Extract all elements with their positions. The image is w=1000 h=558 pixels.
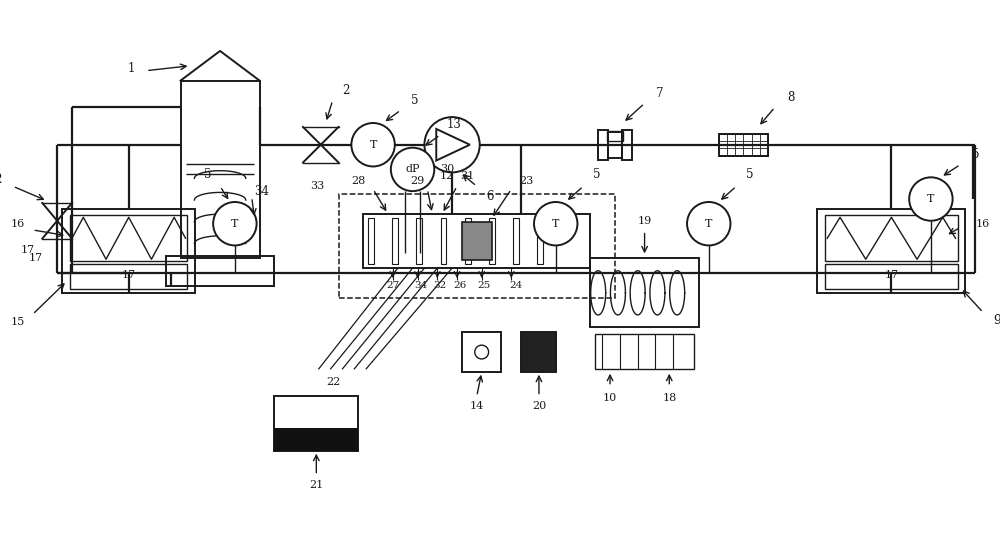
Bar xyxy=(590,258,699,328)
Text: 30: 30 xyxy=(440,165,454,175)
Circle shape xyxy=(213,202,257,246)
Bar xyxy=(608,132,622,157)
Text: 20: 20 xyxy=(532,401,546,411)
Bar xyxy=(825,215,958,261)
Text: 5: 5 xyxy=(593,168,601,181)
Text: 2: 2 xyxy=(342,84,349,97)
Text: 10: 10 xyxy=(603,393,617,403)
Bar xyxy=(465,218,471,264)
Text: 16: 16 xyxy=(11,219,25,229)
Text: 19: 19 xyxy=(637,216,652,226)
Text: T: T xyxy=(927,194,935,204)
Bar xyxy=(825,264,958,289)
Text: 15: 15 xyxy=(11,318,25,328)
Text: T: T xyxy=(705,219,712,229)
Text: 1: 1 xyxy=(128,62,135,75)
Bar xyxy=(70,215,187,261)
Text: 2: 2 xyxy=(0,173,2,186)
Text: 27: 27 xyxy=(386,281,399,290)
Bar xyxy=(274,428,358,451)
Bar xyxy=(181,80,260,258)
Text: 29: 29 xyxy=(410,176,425,186)
Bar xyxy=(521,333,556,372)
Bar xyxy=(719,134,768,156)
Text: 31: 31 xyxy=(460,171,474,181)
Circle shape xyxy=(687,202,730,246)
Text: 32: 32 xyxy=(434,281,447,290)
Text: T: T xyxy=(552,219,559,229)
Text: 17: 17 xyxy=(122,270,136,280)
Text: 17: 17 xyxy=(884,270,898,280)
Text: 34: 34 xyxy=(414,281,427,290)
Text: 22: 22 xyxy=(326,377,341,387)
Bar xyxy=(598,130,608,160)
Text: 5: 5 xyxy=(972,148,979,161)
Bar xyxy=(489,218,495,264)
Bar xyxy=(392,218,398,264)
Text: 16: 16 xyxy=(976,219,990,229)
Text: 12: 12 xyxy=(440,171,454,181)
Bar xyxy=(462,222,492,260)
Bar xyxy=(274,397,358,451)
Bar xyxy=(339,194,615,298)
Text: 5: 5 xyxy=(746,168,754,181)
Text: 17: 17 xyxy=(20,246,35,256)
Text: 21: 21 xyxy=(309,480,323,490)
Bar xyxy=(817,209,965,293)
Text: 24: 24 xyxy=(510,281,523,290)
Circle shape xyxy=(351,123,395,166)
Text: 33: 33 xyxy=(310,181,324,191)
Bar xyxy=(441,218,446,264)
Bar xyxy=(70,264,187,289)
Bar xyxy=(62,209,195,293)
Circle shape xyxy=(475,345,489,359)
Bar xyxy=(368,218,374,264)
Text: 5: 5 xyxy=(411,94,418,107)
Bar xyxy=(416,218,422,264)
Text: 23: 23 xyxy=(519,176,533,186)
Bar xyxy=(595,334,694,369)
Circle shape xyxy=(909,177,953,221)
Circle shape xyxy=(424,117,480,172)
Circle shape xyxy=(534,202,577,246)
Bar xyxy=(462,333,501,372)
Circle shape xyxy=(391,148,434,191)
Bar xyxy=(622,130,632,160)
Text: 28: 28 xyxy=(351,176,365,186)
Text: 5: 5 xyxy=(204,168,212,181)
Bar xyxy=(537,218,543,264)
Text: 34: 34 xyxy=(254,185,269,198)
Text: 14: 14 xyxy=(470,401,484,411)
Text: 9: 9 xyxy=(993,314,1000,327)
Text: 26: 26 xyxy=(453,281,467,290)
Text: T: T xyxy=(369,140,377,150)
Text: 6: 6 xyxy=(486,190,493,203)
Bar xyxy=(513,218,519,264)
Bar xyxy=(607,131,623,141)
Text: T: T xyxy=(231,219,239,229)
Text: 8: 8 xyxy=(787,91,794,104)
Text: dP: dP xyxy=(405,165,420,175)
Text: 7: 7 xyxy=(656,87,663,100)
Text: 13: 13 xyxy=(447,118,461,132)
Text: 17: 17 xyxy=(28,253,43,263)
Text: 25: 25 xyxy=(477,281,490,290)
Bar xyxy=(166,256,274,286)
Bar xyxy=(363,214,590,268)
Text: 18: 18 xyxy=(662,393,676,403)
